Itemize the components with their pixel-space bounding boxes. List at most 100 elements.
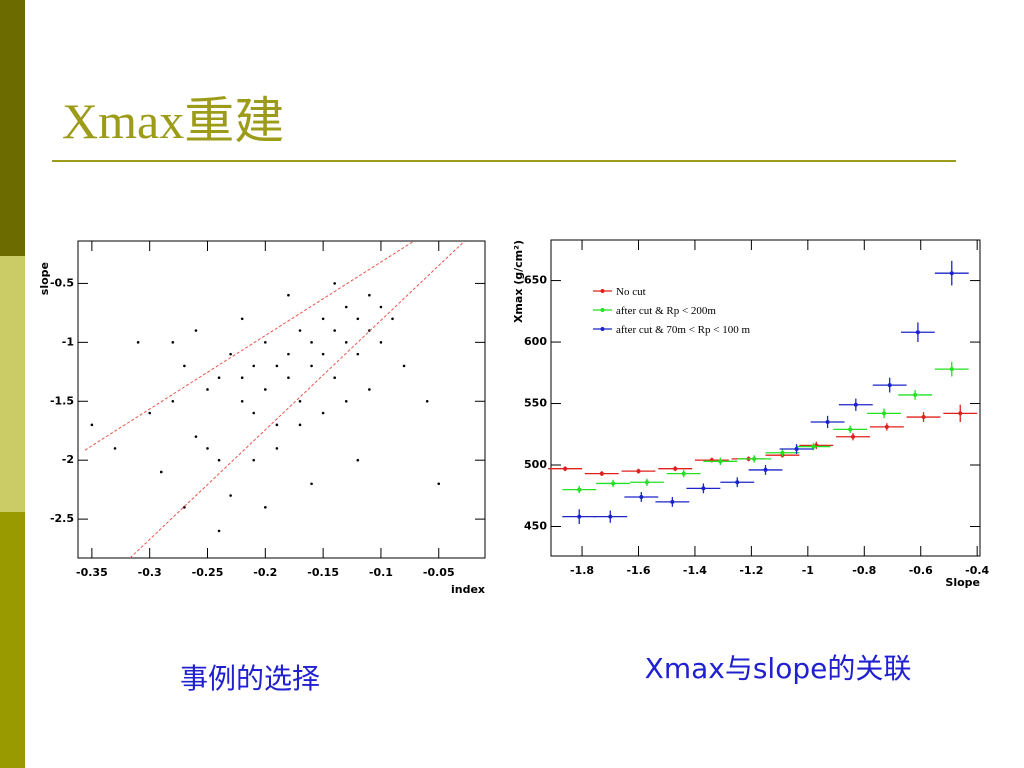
legend-label: after cut & 70m < Rp < 100 m: [616, 324, 750, 336]
data-point: [701, 486, 706, 491]
scatter-point: [206, 388, 209, 391]
scatter-point: [136, 341, 140, 344]
data-point: [577, 514, 582, 519]
data-point: [853, 402, 858, 407]
caption: Xmax与slope的关联: [645, 652, 912, 685]
data-point: [848, 427, 853, 432]
x-tick-label: -1.6: [626, 564, 650, 577]
scatter-point: [333, 376, 336, 379]
scatter-point: [344, 305, 348, 309]
y-tick-label: 500: [524, 458, 547, 471]
scatter-point: [391, 317, 394, 321]
scatter-point: [183, 506, 186, 509]
data-point: [882, 411, 887, 416]
scatter-point: [206, 447, 209, 450]
scatter-point: [287, 293, 290, 297]
data-point: [599, 471, 604, 476]
y-tick-label: 650: [524, 274, 547, 287]
scatter-point: [321, 352, 325, 356]
x-tick-label: -0.05: [423, 566, 455, 579]
scatter-point: [356, 352, 360, 356]
x-tick-label: -0.3: [138, 566, 162, 579]
scatter-point: [356, 458, 360, 462]
data-point: [639, 494, 644, 499]
data-point: [563, 466, 568, 471]
data-point: [718, 459, 723, 464]
scatter-point: [275, 447, 279, 450]
data-point: [735, 480, 740, 485]
x-tick-label: -0.15: [307, 566, 339, 579]
x-tick-label: -0.35: [76, 566, 108, 579]
x-tick-label: -0.1: [369, 566, 393, 579]
y-tick-label: 550: [524, 397, 547, 410]
scatter-point: [344, 341, 348, 344]
legend-swatch: [600, 327, 605, 331]
x-tick-label: -1: [802, 564, 814, 577]
scatter-point: [402, 364, 406, 368]
scatter-point: [344, 399, 348, 403]
data-point: [913, 392, 918, 397]
scatter-point: [194, 329, 198, 332]
data-point: [850, 434, 855, 439]
data-point: [611, 481, 616, 486]
y-tick-label: -0.5: [50, 276, 74, 289]
scatter-point: [437, 482, 441, 486]
x-axis-label: index: [451, 583, 485, 596]
y-tick-label: 600: [524, 335, 547, 348]
scatter-point: [217, 529, 221, 533]
scatter-point: [217, 458, 221, 462]
plot-frame: [550, 239, 981, 557]
data-point: [949, 271, 954, 276]
legend-label: No cut: [616, 286, 646, 298]
plot-frame: [77, 240, 486, 559]
scatter-point: [240, 376, 244, 379]
legend-swatch: [600, 308, 605, 312]
data-point: [752, 456, 757, 461]
scatter-point: [379, 341, 383, 344]
scatter-point: [159, 470, 163, 474]
y-tick-label: -1: [62, 335, 74, 348]
x-tick-label: -0.2: [253, 566, 277, 579]
y-tick-label: 450: [524, 519, 547, 532]
data-point: [780, 450, 785, 455]
scatter-point: [310, 341, 313, 344]
scatter-point: [379, 305, 383, 309]
scatter-point: [264, 388, 267, 391]
scatter-point: [298, 423, 302, 427]
x-axis-label: Slope: [945, 576, 980, 589]
scatter-point: [275, 423, 279, 427]
x-tick-label: -1.8: [570, 564, 594, 577]
scatter-point: [310, 364, 313, 368]
scatter-point: [368, 293, 371, 297]
scatter-point: [298, 399, 302, 403]
scatter-point: [148, 411, 151, 415]
data-point: [884, 424, 889, 429]
side-bar: [0, 256, 25, 512]
scatter-point: [264, 341, 267, 344]
scatter-point: [287, 376, 290, 379]
data-point: [644, 480, 649, 485]
scatter-point: [183, 364, 186, 368]
slide-title: Xmax重建: [62, 93, 284, 149]
data-point: [681, 471, 686, 476]
x-tick-label: -1.2: [739, 564, 763, 577]
data-point: [915, 330, 920, 335]
data-point: [949, 367, 954, 372]
x-tick-label: -0.25: [192, 566, 224, 579]
legend-swatch: [600, 289, 605, 293]
scatter-point: [425, 399, 429, 403]
scatter-point: [171, 399, 175, 403]
data-point: [811, 444, 816, 449]
data-point: [794, 447, 799, 452]
data-point: [958, 411, 963, 416]
scatter-point: [264, 506, 267, 509]
scatter-point: [113, 447, 117, 450]
scatter-point: [90, 423, 94, 427]
scatter-point: [240, 317, 244, 321]
scatter-point: [217, 376, 221, 379]
data-point: [608, 514, 613, 519]
y-axis-label: Xmax (g/cm²): [512, 240, 525, 323]
scatter-point: [252, 364, 256, 368]
